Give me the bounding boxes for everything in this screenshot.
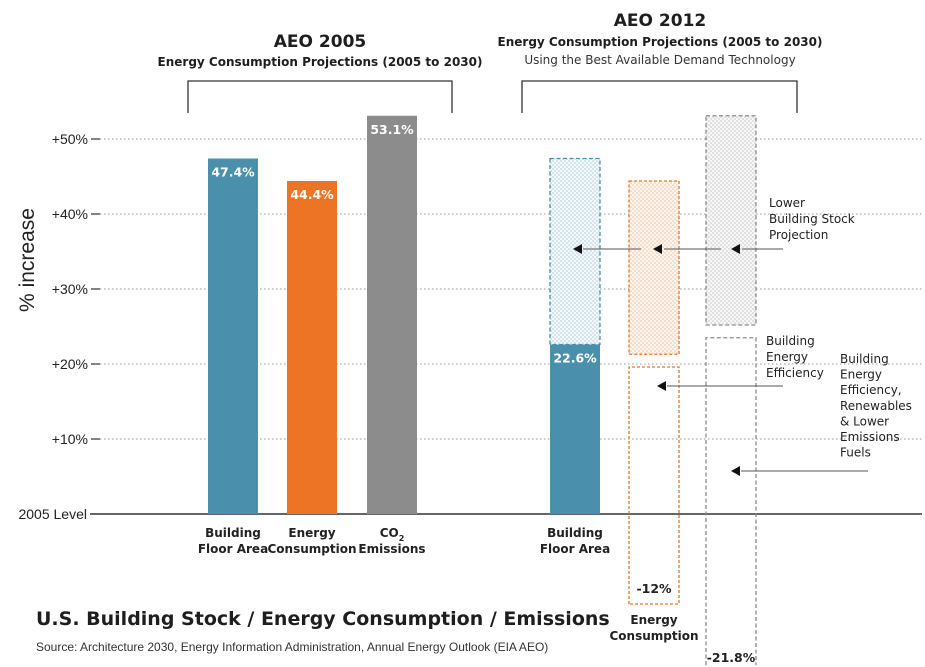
- annotation-text: Fuels: [840, 446, 871, 460]
- annotation-text: Energy: [840, 368, 882, 382]
- annotation-text: & Lower: [840, 414, 889, 428]
- bar-value-label: 47.4%: [211, 165, 255, 180]
- group-title-aeo2012: AEO 2012: [614, 11, 706, 31]
- category-label: Building: [205, 526, 261, 540]
- annotations: Lower Building Stock Projection Building Ene…: [573, 196, 912, 476]
- bar-outline-negative: [628, 366, 680, 605]
- bar-value-label: -21.8%: [707, 650, 756, 665]
- bar: [208, 158, 258, 514]
- ghost-projection-bar: [628, 180, 680, 355]
- category-label: Energy: [630, 613, 677, 627]
- group-subtitle2-aeo2012: Using the Best Available Demand Technolo…: [524, 53, 795, 67]
- gridlines: +50% +40% +30% +20% +10% 2005 Level: [18, 131, 922, 522]
- y-tick-label: +10%: [52, 431, 88, 447]
- y-tick-label: +50%: [52, 131, 88, 147]
- bar-value-label: 22.6%: [553, 351, 597, 366]
- annotation-text: Energy: [766, 350, 808, 364]
- chart-title: U.S. Building Stock / Energy Consumption…: [36, 608, 610, 630]
- group-bracket-aeo2005: [187, 80, 453, 113]
- y-tick-label: +30%: [52, 281, 88, 297]
- arrowhead: [657, 381, 666, 391]
- bars: 47.4% Building Floor Area 44.4% Energy Consum…: [198, 115, 757, 665]
- y-tick-label: 2005 Level: [18, 506, 87, 522]
- bar-outline-negative: [705, 337, 757, 665]
- annotation-text: Efficiency,: [840, 383, 902, 397]
- annotation-text: Lower: [769, 196, 805, 210]
- category-label: CO2: [380, 526, 405, 543]
- arrowhead: [731, 466, 740, 476]
- annotation-text: Building: [766, 334, 815, 348]
- group-bracket-aeo2012: [521, 80, 798, 113]
- y-tick-label: +40%: [52, 206, 88, 222]
- y-tick-label: +20%: [52, 356, 88, 372]
- bar: [550, 344, 600, 514]
- category-label: Consumption: [267, 542, 356, 556]
- group-title-aeo2005: AEO 2005: [274, 32, 366, 52]
- annotation-text: Building Stock: [769, 212, 855, 226]
- arrowhead: [573, 244, 582, 254]
- ghost-projection-bar: [705, 115, 757, 326]
- group-subtitle-aeo2012: Energy Consumption Projections (2005 to …: [498, 35, 823, 49]
- annotation-text: Renewables: [840, 399, 912, 413]
- category-label: Floor Area: [198, 542, 268, 556]
- arrowhead: [653, 244, 662, 254]
- bar: [367, 115, 417, 514]
- y-axis-label: % increase: [16, 208, 39, 312]
- chart-source: Source: Architecture 2030, Energy Inform…: [36, 640, 548, 654]
- annotation-text: Projection: [769, 228, 828, 242]
- bar-value-label: 53.1%: [370, 122, 414, 137]
- bar: [287, 181, 337, 514]
- bar-value-label: -12%: [636, 581, 672, 596]
- category-label: Consumption: [609, 629, 698, 643]
- category-label: Emissions: [358, 542, 425, 556]
- ghost-projection-bar: [549, 157, 601, 346]
- category-label: Energy: [288, 526, 335, 540]
- category-label: Building: [547, 526, 603, 540]
- annotation-text: Emissions: [840, 430, 900, 444]
- group-subtitle-aeo2005: Energy Consumption Projections (2005 to …: [158, 55, 483, 69]
- bar-value-label: 44.4%: [290, 187, 334, 202]
- annotation-text: Building: [840, 352, 889, 366]
- arrowhead: [731, 244, 740, 254]
- category-label: Floor Area: [540, 542, 610, 556]
- annotation-text: Efficiency: [766, 366, 824, 380]
